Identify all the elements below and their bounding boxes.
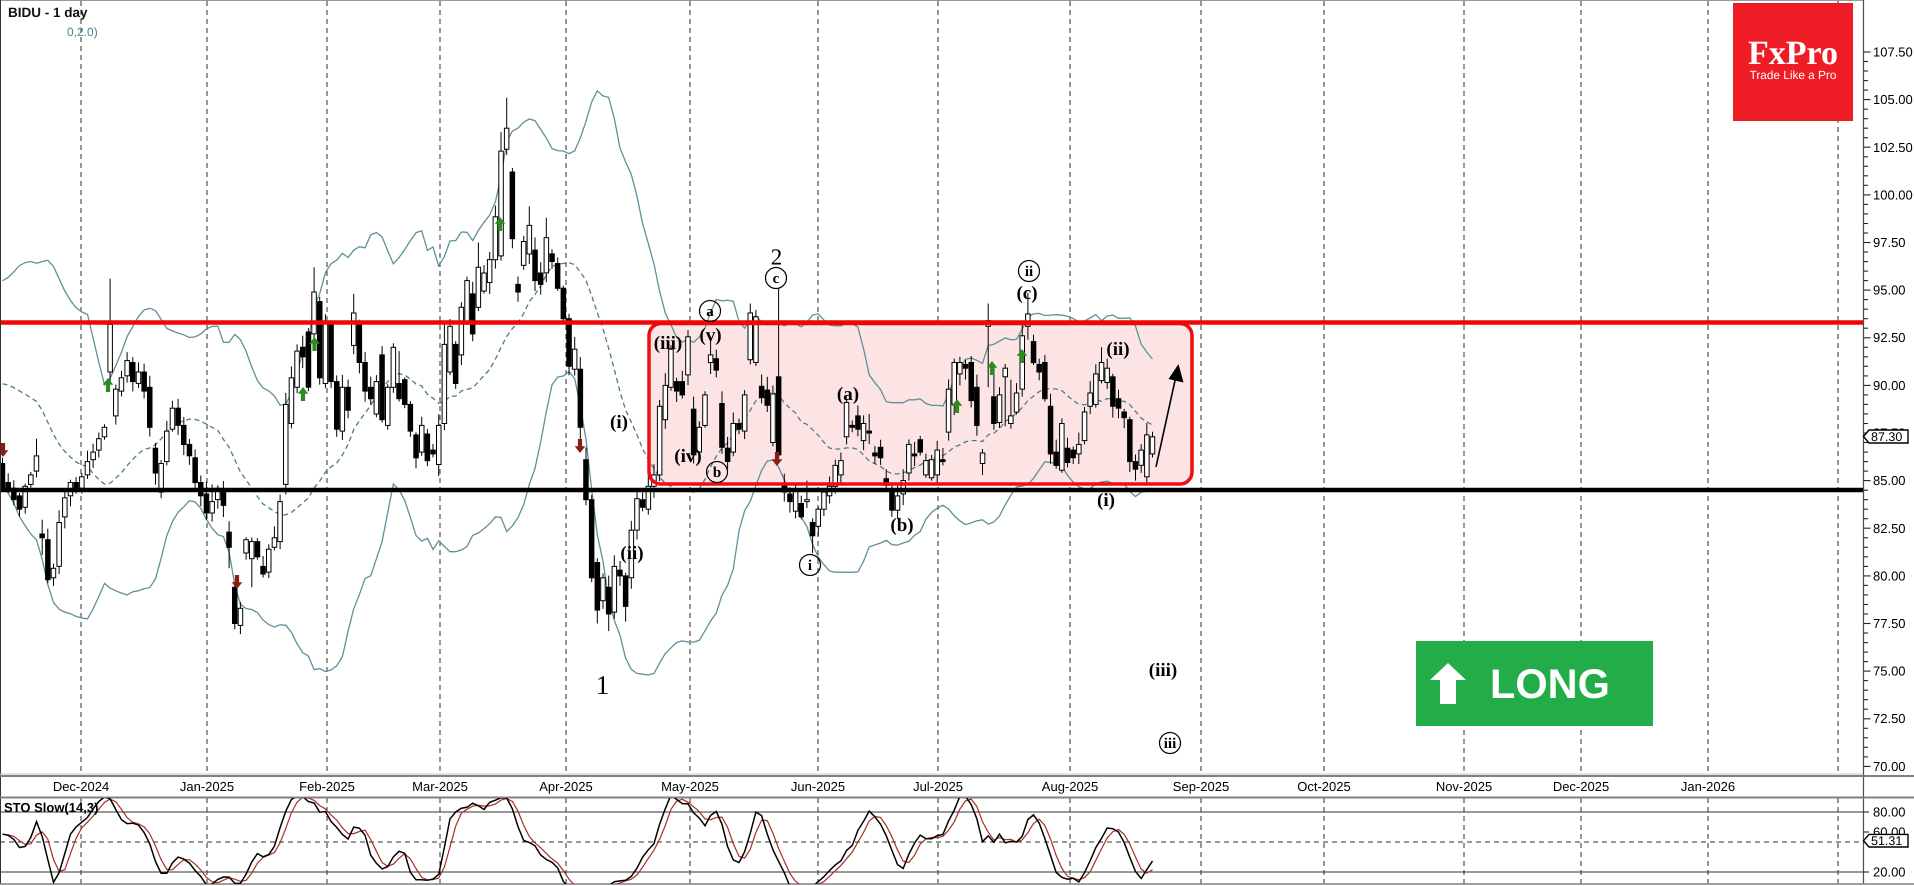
svg-text:80.00: 80.00 bbox=[1873, 805, 1906, 820]
svg-text:Aug-2025: Aug-2025 bbox=[1042, 779, 1098, 794]
svg-text:(iv): (iv) bbox=[674, 446, 701, 467]
svg-text:85.00: 85.00 bbox=[1873, 473, 1906, 488]
svg-text:70.00: 70.00 bbox=[1873, 759, 1906, 774]
svg-text:(c): (c) bbox=[1016, 283, 1037, 304]
svg-text:97.50: 97.50 bbox=[1873, 235, 1906, 250]
svg-text:i: i bbox=[808, 558, 812, 574]
svg-text:72.50: 72.50 bbox=[1873, 711, 1906, 726]
svg-text:80.00: 80.00 bbox=[1873, 568, 1906, 583]
svg-text:LONG: LONG bbox=[1490, 660, 1610, 707]
svg-text:Oct-2025: Oct-2025 bbox=[1297, 779, 1350, 794]
svg-text:BIDU - 1 day: BIDU - 1 day bbox=[8, 5, 88, 20]
svg-text:iii: iii bbox=[1164, 736, 1177, 752]
svg-text:(ii): (ii) bbox=[620, 543, 643, 564]
svg-text:Nov-2025: Nov-2025 bbox=[1436, 779, 1492, 794]
svg-text:95.00: 95.00 bbox=[1873, 283, 1906, 298]
svg-text:(i): (i) bbox=[610, 412, 628, 433]
svg-text:105.00: 105.00 bbox=[1873, 92, 1913, 107]
svg-text:2: 2 bbox=[771, 245, 783, 270]
svg-text:(iii): (iii) bbox=[1149, 660, 1178, 681]
svg-text:Feb-2025: Feb-2025 bbox=[299, 779, 355, 794]
svg-text:(ii): (ii) bbox=[1106, 339, 1129, 360]
svg-text:(b): (b) bbox=[890, 515, 913, 536]
svg-text:82.50: 82.50 bbox=[1873, 521, 1906, 536]
svg-text:100.00: 100.00 bbox=[1873, 187, 1913, 202]
svg-text:ii: ii bbox=[1025, 264, 1033, 280]
svg-text:Dec-2025: Dec-2025 bbox=[1553, 779, 1609, 794]
svg-text:90.00: 90.00 bbox=[1873, 378, 1906, 393]
svg-text:Jan-2026: Jan-2026 bbox=[1681, 779, 1735, 794]
svg-text:b: b bbox=[713, 465, 721, 481]
svg-text:(i): (i) bbox=[1097, 490, 1115, 511]
svg-text:75.00: 75.00 bbox=[1873, 664, 1906, 679]
svg-text:FxPro: FxPro bbox=[1748, 35, 1838, 72]
svg-text:107.50: 107.50 bbox=[1873, 45, 1913, 60]
svg-text:Dec-2024: Dec-2024 bbox=[53, 779, 109, 794]
svg-text:51.31: 51.31 bbox=[1871, 834, 1902, 848]
svg-text:Apr-2025: Apr-2025 bbox=[539, 779, 592, 794]
svg-text:(v): (v) bbox=[699, 325, 721, 346]
svg-text:STO Slow(14,3): STO Slow(14,3) bbox=[4, 800, 98, 815]
svg-text:Mar-2025: Mar-2025 bbox=[412, 779, 468, 794]
svg-text:Jan-2025: Jan-2025 bbox=[180, 779, 234, 794]
svg-text:c: c bbox=[773, 271, 780, 287]
svg-text:102.50: 102.50 bbox=[1873, 140, 1913, 155]
svg-text:77.50: 77.50 bbox=[1873, 616, 1906, 631]
svg-text:Sep-2025: Sep-2025 bbox=[1173, 779, 1229, 794]
svg-text:87.30: 87.30 bbox=[1871, 430, 1902, 444]
svg-text:Jun-2025: Jun-2025 bbox=[791, 779, 845, 794]
svg-text:20.00: 20.00 bbox=[1873, 865, 1906, 880]
svg-text:(iii): (iii) bbox=[654, 333, 683, 354]
svg-text:92.50: 92.50 bbox=[1873, 330, 1906, 345]
svg-text:May-2025: May-2025 bbox=[661, 779, 719, 794]
svg-text:Trade Like a Pro: Trade Like a Pro bbox=[1750, 68, 1837, 82]
svg-text:(a): (a) bbox=[837, 384, 859, 405]
svg-text:0,2.0): 0,2.0) bbox=[67, 25, 98, 39]
svg-text:a: a bbox=[706, 304, 714, 320]
svg-text:Jul-2025: Jul-2025 bbox=[913, 779, 963, 794]
svg-text:1: 1 bbox=[596, 670, 610, 700]
